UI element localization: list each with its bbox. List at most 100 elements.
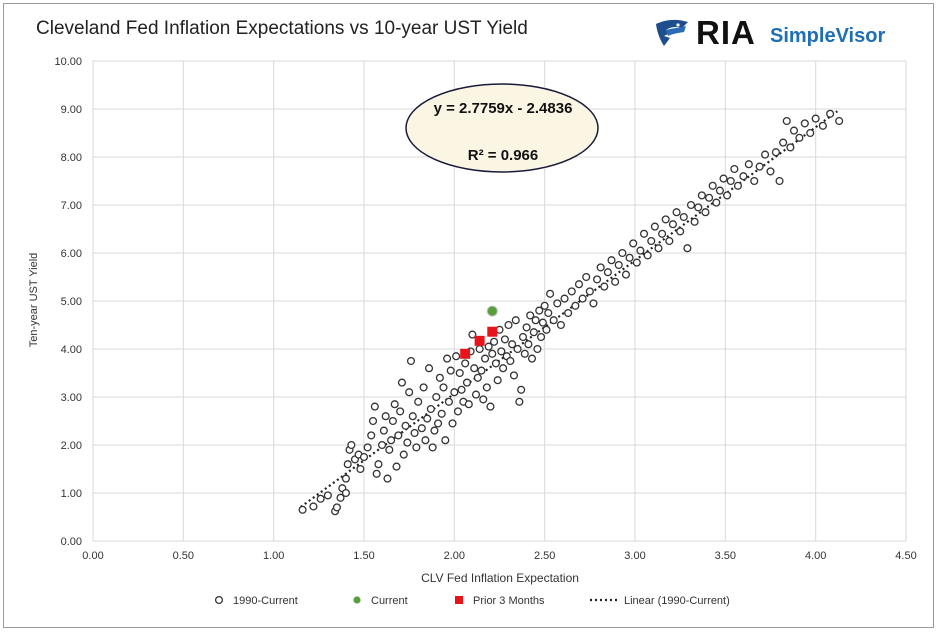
point-1990-current	[826, 109, 835, 118]
y-tick-label: 1.00	[61, 488, 82, 500]
point-1990-current	[818, 121, 827, 130]
point-1990-current	[421, 436, 430, 445]
legend-label: Prior 3 Months	[473, 595, 545, 607]
point-1990-current	[782, 116, 791, 126]
point-1990-current	[414, 397, 423, 406]
logo-brand: RIA	[696, 14, 756, 51]
point-1990-current	[701, 208, 710, 217]
point-1990-current	[578, 294, 587, 303]
x-tick-label: 2.00	[444, 550, 465, 562]
point-1990-current	[811, 114, 820, 123]
point-1990-current	[520, 349, 529, 358]
y-tick-label: 4.00	[61, 344, 82, 356]
point-1990-current	[596, 263, 605, 272]
point-1990-current	[589, 299, 598, 308]
point-1990-current	[336, 493, 345, 502]
point-1990-current	[385, 445, 394, 454]
point-1990-current	[394, 431, 403, 440]
point-current	[486, 305, 498, 317]
point-1990-current	[462, 378, 472, 387]
y-tick-label: 7.00	[61, 200, 82, 212]
point-1990-current	[614, 260, 623, 270]
point-1990-current	[392, 462, 401, 471]
point-1990-current	[504, 320, 513, 330]
point-1990-current	[341, 474, 350, 483]
point-1990-current	[509, 371, 519, 380]
point-1990-current	[800, 119, 809, 128]
y-tick-label: 5.00	[61, 296, 82, 308]
point-1990-current	[441, 436, 450, 445]
x-tick-label: 4.50	[895, 550, 916, 562]
point-1990-current	[423, 414, 432, 423]
equation-ellipse	[405, 83, 599, 173]
r-squared-text: R² = 0.966	[468, 147, 538, 164]
point-1990-current	[679, 212, 688, 222]
x-tick-label: 3.00	[624, 550, 645, 562]
legend-marker	[455, 596, 463, 604]
point-1990-current	[755, 162, 764, 171]
point-1990-current	[715, 186, 724, 195]
point-1990-current	[650, 222, 659, 231]
equation-box: y = 2.7759x - 2.4836 R² = 0.966	[405, 83, 599, 173]
point-1990-current	[643, 251, 652, 260]
point-1990-current	[396, 407, 405, 416]
point-1990-current	[506, 356, 515, 366]
point-1990-current	[435, 373, 444, 382]
point-1990-current	[600, 282, 609, 291]
point-1990-current	[618, 248, 627, 258]
point-1990-current	[323, 491, 332, 500]
point-1990-current	[533, 344, 542, 354]
point-1990-current	[443, 354, 452, 363]
point-1990-current	[621, 270, 631, 279]
point-1990-current	[518, 332, 528, 342]
point-1990-current	[473, 373, 482, 382]
point-1990-current	[424, 364, 434, 373]
point-1990-current	[556, 320, 565, 330]
point-1990-current	[500, 335, 509, 344]
point-1990-current	[493, 376, 502, 385]
point-1990-current	[298, 505, 307, 514]
point-1990-current	[399, 450, 408, 459]
point-1990-current	[497, 347, 506, 356]
point-1990-current	[733, 181, 743, 190]
point-1990-current	[471, 390, 481, 399]
point-1990-current	[457, 385, 466, 394]
point-1990-current	[470, 364, 479, 373]
point-1990-current	[639, 229, 649, 238]
y-axis-ticks: 0.00 1.00 2.00 3.00 4.00 5.00 6.00 7.00 8.00 9.00…	[54, 56, 82, 548]
eagle-icon	[656, 19, 688, 46]
point-1990-current	[309, 502, 318, 511]
point-1990-current	[405, 388, 414, 397]
y-tick-label: 3.00	[61, 392, 82, 404]
legend-label: Linear (1990-Current)	[624, 595, 730, 607]
point-1990-current	[567, 287, 576, 296]
point-1990-current	[526, 311, 535, 320]
legend-linear: Linear (1990-Current)	[590, 595, 730, 607]
point-1990-current	[452, 352, 461, 361]
point-1990-current	[629, 239, 638, 248]
point-1990-current	[479, 395, 488, 404]
x-tick-label: 1.50	[353, 550, 374, 562]
legend-prior-3-months: Prior 3 Months	[455, 595, 545, 607]
point-1990-current	[397, 378, 406, 387]
point-1990-current	[676, 227, 685, 236]
point-1990-current	[412, 443, 421, 452]
point-1990-current	[448, 419, 457, 428]
legend-marker	[353, 596, 361, 604]
point-1990-current	[607, 256, 616, 265]
point-1990-current	[540, 301, 549, 310]
point-1990-current	[401, 421, 410, 430]
point-prior-3-months	[474, 335, 485, 346]
legend-marker	[214, 595, 224, 605]
point-1990-current	[775, 176, 784, 186]
point-1990-current	[517, 385, 526, 394]
point-1990-current	[564, 308, 573, 318]
legend: 1990-Current Current Prior 3 Months Linear …	[214, 595, 730, 607]
point-1990-current	[585, 287, 594, 296]
point-1990-current	[490, 337, 499, 346]
point-1990-current	[553, 299, 562, 308]
equation-text: y = 2.7759x - 2.4836	[434, 100, 573, 117]
point-1990-current	[387, 436, 396, 445]
point-1990-current	[712, 198, 721, 207]
